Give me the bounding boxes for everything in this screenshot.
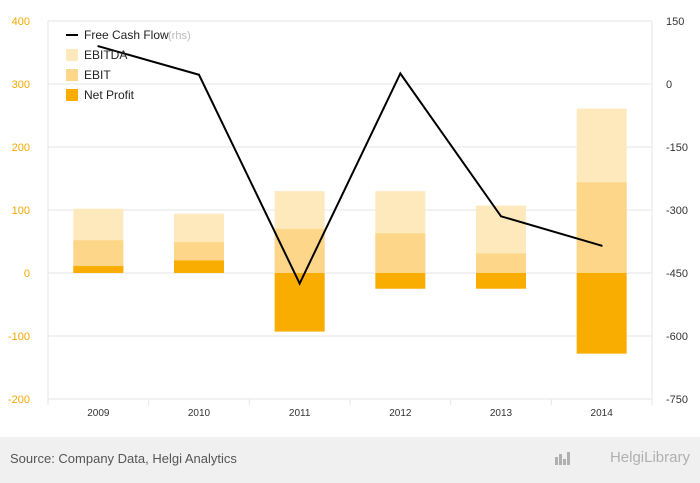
footer: Source: Company Data, Helgi Analytics He… — [0, 437, 700, 483]
x-axis-tick-label: 2013 — [490, 408, 513, 419]
source-note: Source: Company Data, Helgi Analytics — [10, 451, 237, 466]
legend-label-ebitda: EBITDA — [84, 48, 127, 62]
line-point-free-cash-flow — [600, 244, 603, 247]
right-axis-tick-label: -150 — [666, 142, 688, 154]
bar-ebit — [576, 182, 627, 273]
bar-ebit — [375, 233, 426, 273]
helgi-logo-icon — [555, 452, 570, 465]
line-point-free-cash-flow — [399, 72, 402, 75]
legend-label-ebit: EBIT — [84, 68, 111, 82]
x-axis-tick-label: 2014 — [591, 408, 614, 419]
line-point-free-cash-flow — [97, 45, 100, 48]
line-point-free-cash-flow — [198, 73, 200, 76]
right-axis-tick-label: -450 — [666, 268, 688, 280]
left-axis-tick-label: 400 — [12, 16, 30, 28]
x-axis-tick-label: 2012 — [389, 408, 412, 419]
legend-label-net-profit: Net Profit — [84, 88, 135, 102]
bar-ebit — [476, 253, 526, 273]
x-axis-tick-label: 2009 — [87, 408, 110, 419]
bar-net-profit — [73, 266, 124, 273]
x-axis-tick-label: 2010 — [188, 408, 211, 419]
legend-label-free-cash-flow: Free Cash Flow — [84, 28, 169, 42]
right-axis-tick-label: -600 — [666, 331, 688, 343]
legend-swatch-net-profit — [66, 89, 78, 101]
x-axis-tick-label: 2011 — [289, 408, 311, 419]
brand-logo-text: HelgiLibrary — [609, 449, 690, 466]
bar-net-profit — [375, 273, 426, 289]
left-axis-tick-label: 300 — [12, 79, 30, 91]
right-axis-tick-label: -750 — [666, 394, 688, 406]
legend-swatch-ebit — [66, 69, 78, 81]
line-point-free-cash-flow — [500, 215, 502, 218]
left-axis-tick-label: -200 — [8, 394, 30, 406]
right-axis-tick-label: 0 — [666, 79, 672, 91]
bar-ebit — [274, 228, 325, 273]
left-axis-tick-label: 0 — [24, 268, 30, 280]
left-axis-tick-label: -100 — [8, 331, 30, 343]
legend-swatch-ebitda — [66, 49, 78, 61]
right-axis-tick-label: 150 — [666, 16, 684, 28]
line-point-free-cash-flow — [298, 282, 301, 285]
right-axis-tick-label: -300 — [666, 205, 688, 217]
left-axis-tick-label: 100 — [12, 205, 30, 217]
line-free-cash-flow — [98, 45, 602, 286]
legend-label-rhs: (rhs) — [168, 30, 191, 42]
bar-net-profit — [174, 260, 224, 273]
left-axis-tick-label: 200 — [12, 142, 30, 154]
chart-area: 400 300 200 100 0 -100 -200 150 0 -150 -300 -450 -60… — [8, 16, 688, 419]
bar-net-profit — [476, 273, 526, 289]
bar-net-profit — [576, 273, 627, 354]
